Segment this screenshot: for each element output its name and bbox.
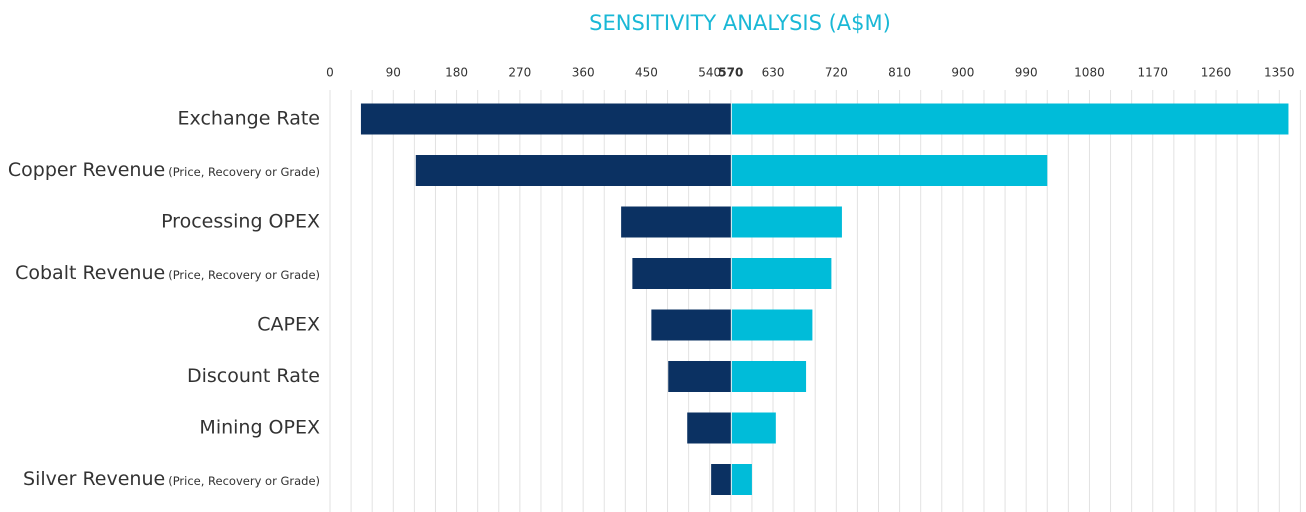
x-tick-label: 90 [386,66,401,80]
high-bar [731,258,832,289]
chart-title: SENSITIVITY ANALYSIS (A$M) [589,11,891,35]
high-bar [731,103,1289,135]
category-label: Discount Rate [187,365,320,387]
category-note: (Price, Recovery or Grade) [168,165,320,179]
x-tick-label: 1260 [1201,66,1232,80]
x-tick-label: 900 [951,66,974,80]
x-tick-label: 720 [825,66,848,80]
high-bar [731,206,842,238]
low-bar [711,464,731,495]
low-bar [668,361,731,392]
category-label: Silver Revenue [23,468,165,490]
x-tick-label: 990 [1015,66,1038,80]
category-note: (Price, Recovery or Grade) [168,268,320,282]
x-tick-label: 570 [718,66,743,80]
high-bar [731,412,776,444]
category-label: CAPEX [257,314,320,336]
category-label: Copper Revenue [8,159,165,181]
low-bar [632,258,731,289]
category-label: Processing OPEX [161,211,320,233]
x-tick-label: 1170 [1137,66,1168,80]
low-bar [621,206,731,238]
category-label: Mining OPEX [199,417,320,439]
high-bar [731,155,1048,186]
x-tick-label: 630 [762,66,785,80]
x-tick-label: 0 [326,66,334,80]
category-note: (Price, Recovery or Grade) [168,474,320,488]
high-bar [731,464,752,495]
x-tick-label: 270 [508,66,531,80]
x-tick-label: 360 [572,66,595,80]
x-tick-label: 540 [698,66,721,80]
high-bar [731,309,813,341]
x-tick-label: 450 [635,66,658,80]
x-tick-label: 1080 [1074,66,1105,80]
x-tick-label: 180 [445,66,468,80]
low-bar [651,309,731,341]
x-tick-label: 1350 [1264,66,1295,80]
high-bar [731,361,807,392]
low-bar [687,412,731,444]
category-label: Exchange Rate [178,108,320,130]
x-tick-label: 810 [888,66,911,80]
low-bar [360,103,731,135]
category-label: Cobalt Revenue [15,262,165,284]
low-bar [415,155,731,186]
